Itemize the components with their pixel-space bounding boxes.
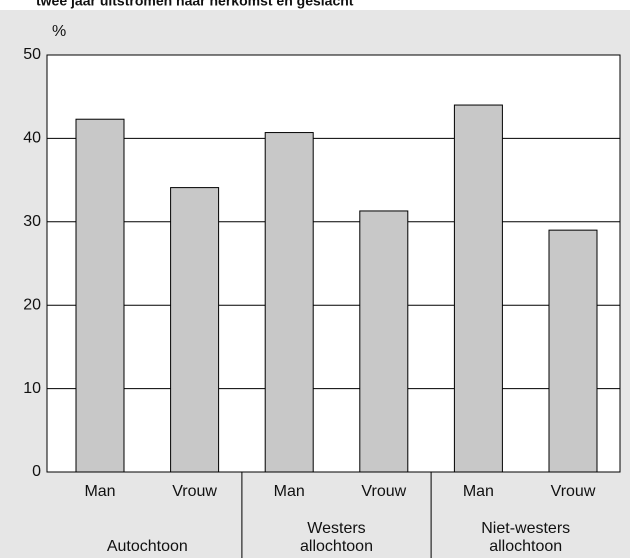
bar xyxy=(548,229,598,473)
y-tick-label: 30 xyxy=(23,213,41,230)
x-tick-label: Man xyxy=(84,483,115,500)
group-label: Westers xyxy=(307,520,365,537)
bar xyxy=(75,118,125,473)
y-tick-label: 40 xyxy=(23,130,41,147)
y-tick-label: 0 xyxy=(32,463,41,480)
plot-border xyxy=(46,54,621,473)
x-tick-label: Vrouw xyxy=(551,483,596,500)
x-tick-label: Vrouw xyxy=(361,483,406,500)
bar xyxy=(170,187,220,473)
y-tick-label: 50 xyxy=(23,46,41,63)
chart-title: twee jaar uitstromen naar herkomst en ge… xyxy=(36,0,354,9)
group-label: allochtoon xyxy=(489,538,562,555)
plot-area xyxy=(47,55,620,472)
x-tick-label: Man xyxy=(274,483,305,500)
y-tick-label: 20 xyxy=(23,296,41,313)
group-label: Autochtoon xyxy=(107,538,188,555)
bar xyxy=(359,210,409,473)
y-axis-label: % xyxy=(52,23,66,40)
y-tick-label: 10 xyxy=(23,380,41,397)
group-label: allochtoon xyxy=(300,538,373,555)
x-tick-label: Vrouw xyxy=(172,483,217,500)
bar xyxy=(453,104,503,473)
group-label: Niet-westers xyxy=(481,520,570,537)
bar xyxy=(264,132,314,473)
x-tick-label: Man xyxy=(463,483,494,500)
